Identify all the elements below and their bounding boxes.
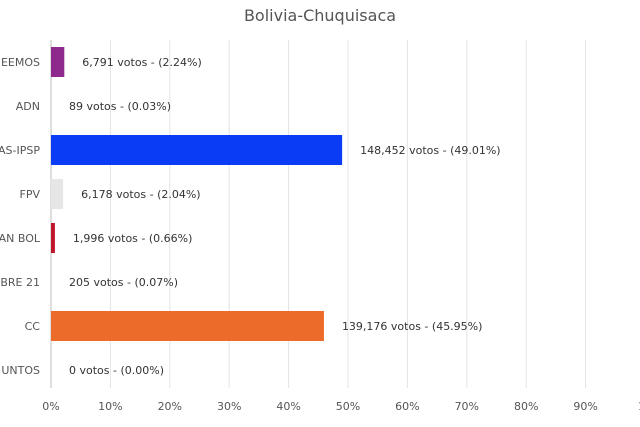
x-tick-label: 30% <box>217 400 241 413</box>
data-label: 1,996 votos - (0.66%) <box>73 232 193 245</box>
bar <box>51 311 324 341</box>
data-label: 6,178 votos - (2.04%) <box>81 188 201 201</box>
category-labels: EEMOS ADN AS-IPSP FPV AN BOL EBRE 21 CC UNTOS <box>0 56 41 377</box>
category-label: CC <box>25 320 41 333</box>
category-label: EEMOS <box>1 56 40 69</box>
category-label: AN BOL <box>0 232 41 245</box>
x-tick-label: 70% <box>455 400 479 413</box>
x-tick-label: 80% <box>514 400 538 413</box>
data-label: 6,791 votos - (2.24%) <box>82 56 202 69</box>
bar <box>51 179 64 209</box>
x-tick-label: 10% <box>98 400 122 413</box>
x-tick-label: 0% <box>42 400 59 413</box>
bars <box>51 47 343 341</box>
data-label: 139,176 votos - (45.95%) <box>342 320 483 333</box>
data-label: 0 votos - (0.00%) <box>69 364 164 377</box>
bar <box>51 135 343 165</box>
bar <box>51 47 65 77</box>
category-label: FPV <box>20 188 41 201</box>
category-label: UNTOS <box>1 364 40 377</box>
data-label: 148,452 votos - (49.01%) <box>360 144 501 157</box>
x-tick-label: 20% <box>158 400 182 413</box>
x-tick-label: 90% <box>573 400 597 413</box>
category-label: ADN <box>16 100 40 113</box>
chart-title: Bolivia-Chuquisaca <box>243 6 397 25</box>
x-axis-ticks: 0% 10% 20% 30% 40% 50% 60% 70% 80% 90% 10 <box>42 400 640 413</box>
data-labels: 6,791 votos - (2.24%) 89 votos - (0.03%) 1… <box>69 56 501 377</box>
x-tick-label: 50% <box>336 400 360 413</box>
category-label: EBRE 21 <box>0 276 40 289</box>
category-label: AS-IPSP <box>0 144 40 157</box>
x-tick-label: 10 <box>638 400 640 413</box>
data-label: 205 votos - (0.07%) <box>69 276 178 289</box>
data-label: 89 votos - (0.03%) <box>69 100 171 113</box>
x-tick-label: 60% <box>395 400 419 413</box>
x-tick-label: 40% <box>276 400 300 413</box>
bar <box>51 223 55 253</box>
